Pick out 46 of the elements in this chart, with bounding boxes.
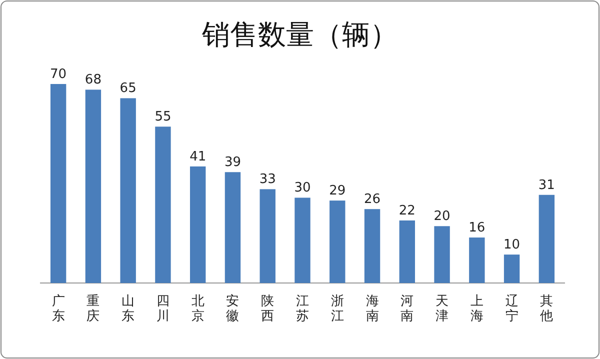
data-label: 16 <box>468 220 486 236</box>
x-tick-label: 江苏 <box>296 294 309 324</box>
x-tick-label: 重庆 <box>86 294 100 324</box>
data-label: 33 <box>259 172 276 188</box>
bar <box>364 209 380 283</box>
bar <box>224 172 241 283</box>
data-label: 65 <box>120 81 136 96</box>
data-label: 26 <box>364 192 381 208</box>
x-tick-label: 上海 <box>470 294 484 324</box>
bar <box>434 226 450 283</box>
x-tick-label: 四川 <box>156 294 170 324</box>
data-label: 39 <box>224 155 242 170</box>
bar <box>85 90 102 283</box>
x-tick-label: 天津 <box>436 294 449 324</box>
bar <box>190 166 206 283</box>
x-tick-label: 北京 <box>191 294 204 324</box>
bar <box>504 254 520 283</box>
data-label: 10 <box>504 238 520 253</box>
x-tick-label: 广东 <box>52 294 65 324</box>
bar <box>469 238 485 283</box>
data-label: 68 <box>84 72 102 88</box>
bar <box>120 98 136 283</box>
bar <box>538 194 555 283</box>
x-tick-label: 安徽 <box>226 293 240 324</box>
x-tick-label: 陕西 <box>261 294 274 324</box>
data-label: 31 <box>538 178 555 193</box>
x-tick-label: 山东 <box>122 294 135 324</box>
data-label: 29 <box>329 184 346 199</box>
data-label: 55 <box>154 110 172 125</box>
bar <box>260 189 276 283</box>
x-tick-label: 其他 <box>540 294 554 324</box>
x-tick-label: 河南 <box>400 294 414 324</box>
bar <box>330 200 346 283</box>
chart-title: 销售数量（辆） <box>201 18 398 51</box>
data-label: 70 <box>50 67 67 82</box>
data-label: 30 <box>294 180 311 196</box>
x-tick-label: 辽宁 <box>505 294 518 324</box>
bar <box>155 126 171 283</box>
bar <box>50 84 66 283</box>
bar <box>399 220 415 283</box>
x-tick-label: 海南 <box>366 294 379 324</box>
bar <box>294 198 310 283</box>
data-label: 22 <box>398 203 416 218</box>
data-label: 41 <box>190 149 206 164</box>
data-label: 20 <box>434 209 450 224</box>
x-tick-label: 浙江 <box>330 294 344 324</box>
